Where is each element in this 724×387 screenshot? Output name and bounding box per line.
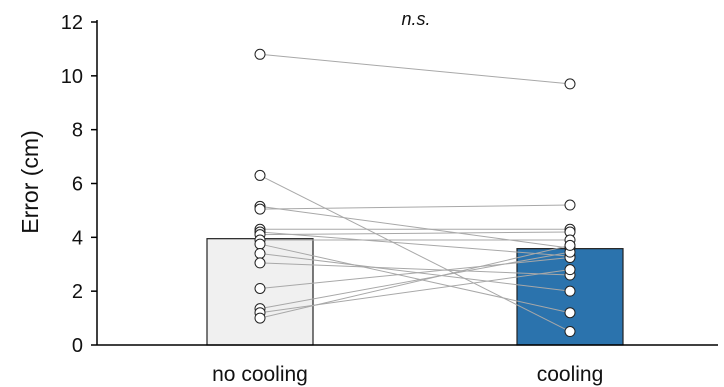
pair-line-3 bbox=[259, 205, 571, 249]
y-axis-title: Error (cm) bbox=[17, 130, 43, 233]
data-point-cooling-1 bbox=[564, 78, 576, 90]
pair-line-12 bbox=[259, 257, 571, 289]
pair-line-6 bbox=[259, 231, 571, 257]
pair-line-15 bbox=[259, 244, 571, 319]
data-point-no-cooling-15 bbox=[254, 312, 266, 324]
points-layer bbox=[254, 48, 576, 338]
data-point-no-cooling-12 bbox=[254, 282, 266, 294]
y-tick-label-4: 4 bbox=[72, 227, 83, 249]
data-point-cooling-15 bbox=[564, 239, 576, 251]
pair-line-7 bbox=[259, 231, 571, 236]
data-point-no-cooling-1 bbox=[254, 48, 266, 60]
y-tick-label-0: 0 bbox=[72, 335, 83, 357]
pair-line-1 bbox=[259, 53, 571, 85]
data-point-no-cooling-4 bbox=[254, 203, 266, 215]
data-point-no-cooling-2 bbox=[254, 169, 266, 181]
pair-line-10 bbox=[259, 252, 571, 292]
axes-layer: 0 2 4 6 8 10 12 no cooling cooling bbox=[61, 12, 718, 386]
data-point-cooling-9 bbox=[564, 307, 576, 319]
y-tick-label-8: 8 bbox=[72, 120, 83, 142]
pair-line-4 bbox=[259, 204, 571, 210]
pair-line-13 bbox=[259, 251, 571, 310]
data-point-cooling-2 bbox=[564, 326, 576, 338]
paired-lines-layer bbox=[259, 53, 571, 332]
y-tick-label-2: 2 bbox=[72, 281, 83, 303]
y-tick-label-6: 6 bbox=[72, 174, 83, 196]
significance-label: n.s. bbox=[401, 9, 430, 29]
y-tick-label-10: 10 bbox=[61, 66, 83, 88]
data-point-cooling-4 bbox=[564, 199, 576, 211]
x-category-label-cooling: cooling bbox=[537, 363, 604, 386]
pair-line-11 bbox=[259, 262, 571, 276]
data-point-cooling-10 bbox=[564, 285, 576, 297]
data-point-no-cooling-10 bbox=[254, 247, 266, 259]
pair-line-9 bbox=[259, 243, 571, 314]
pair-line-2 bbox=[259, 174, 571, 332]
data-point-no-cooling-11 bbox=[254, 257, 266, 269]
data-point-cooling-14 bbox=[564, 264, 576, 276]
x-category-label-no-cooling: no cooling bbox=[212, 363, 308, 386]
y-tick-label-12: 12 bbox=[61, 12, 83, 34]
data-point-no-cooling-9 bbox=[254, 238, 266, 250]
